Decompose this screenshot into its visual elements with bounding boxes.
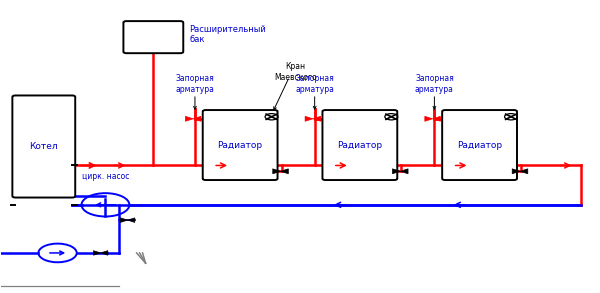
Polygon shape (313, 116, 320, 121)
Polygon shape (273, 169, 281, 174)
Polygon shape (281, 169, 289, 174)
Text: Радиатор: Радиатор (337, 141, 382, 149)
Polygon shape (193, 116, 201, 121)
Polygon shape (512, 169, 520, 174)
Text: Запорная
арматура: Запорная арматура (176, 74, 214, 93)
Polygon shape (392, 169, 400, 174)
Polygon shape (128, 218, 135, 222)
Polygon shape (425, 116, 433, 121)
Text: Радиатор: Радиатор (218, 141, 263, 149)
Polygon shape (520, 169, 528, 174)
FancyBboxPatch shape (203, 110, 278, 180)
FancyBboxPatch shape (322, 110, 397, 180)
Polygon shape (433, 116, 440, 121)
Polygon shape (94, 251, 101, 255)
Text: Запорная
арматура: Запорная арматура (415, 74, 454, 93)
Text: Кран
Маевского: Кран Маевского (274, 62, 317, 82)
Text: Запорная
арматура: Запорная арматура (295, 74, 334, 93)
FancyBboxPatch shape (442, 110, 517, 180)
Polygon shape (305, 116, 313, 121)
Text: цирк. насос: цирк. насос (82, 173, 129, 181)
Text: Расширительный
бак: Расширительный бак (189, 25, 266, 44)
Polygon shape (400, 169, 408, 174)
Text: Котел: Котел (29, 142, 58, 151)
FancyBboxPatch shape (13, 96, 75, 197)
Text: Радиатор: Радиатор (457, 141, 502, 149)
Polygon shape (121, 218, 128, 222)
Polygon shape (101, 251, 108, 255)
FancyBboxPatch shape (124, 21, 183, 53)
Polygon shape (185, 116, 193, 121)
